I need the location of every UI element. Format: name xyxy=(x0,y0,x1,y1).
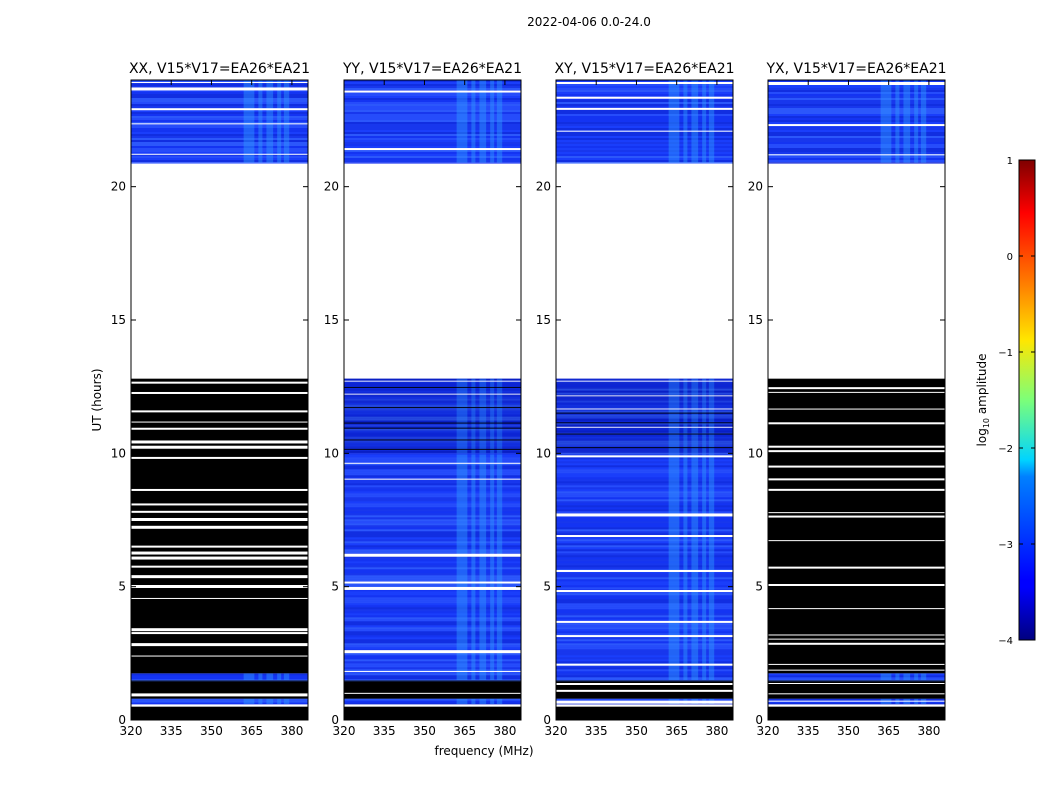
panel-title: YX, V15*V17=EA26*EA21 xyxy=(765,61,946,77)
x-axis-label: frequency (MHz) xyxy=(434,744,533,758)
noise-block xyxy=(131,698,308,705)
x-tick-label: 350 xyxy=(837,724,860,738)
x-tick-label: 350 xyxy=(413,724,436,738)
colorbar-ticks: 1 0 −1 −2 −3 −4 xyxy=(998,156,1035,647)
colorbar-gradient xyxy=(1018,159,1036,641)
y-tick-label: 20 xyxy=(748,180,763,194)
panel-2: YY, V15*V17=EA26*EA21 320 335 350 365 380 0 5 10… xyxy=(324,61,522,738)
colorbar: 1 0 −1 −2 −3 −4 log10 amplitude xyxy=(975,156,1036,647)
y-tick-label: 20 xyxy=(324,180,339,194)
figure-title: 2022-04-06 0.0-24.0 xyxy=(527,15,651,29)
x-tick-label: 335 xyxy=(373,724,396,738)
noise-block xyxy=(131,673,308,682)
panel-image xyxy=(131,80,308,720)
noise-block xyxy=(131,80,308,164)
x-tick-label: 320 xyxy=(333,724,356,738)
noise-block xyxy=(768,80,945,164)
mixed-block xyxy=(556,378,733,455)
x-tick-label: 365 xyxy=(665,724,688,738)
flagged-block xyxy=(556,706,733,720)
flagged-block xyxy=(344,680,521,699)
panel-frame xyxy=(555,79,734,721)
noise-block xyxy=(556,80,733,164)
y-tick-label: 10 xyxy=(536,446,551,460)
y-tick-label: 15 xyxy=(111,313,126,327)
colorbar-tick-label: −3 xyxy=(998,540,1013,551)
flagged-block xyxy=(556,680,733,699)
panel-image xyxy=(768,80,945,720)
flagged-block xyxy=(768,378,945,674)
colorbar-tick-label: −2 xyxy=(998,444,1013,455)
y-tick-label: 20 xyxy=(111,180,126,194)
y-tick-label: 15 xyxy=(324,313,339,327)
x-tick-label: 365 xyxy=(453,724,476,738)
panel-title: XX, V15*V17=EA26*EA21 xyxy=(129,61,310,77)
y-tick-label: 0 xyxy=(118,713,126,727)
noise-block xyxy=(768,698,945,705)
panel-frame xyxy=(130,79,309,721)
x-tick-label: 350 xyxy=(625,724,648,738)
flagged-block xyxy=(131,706,308,720)
panel-title: XY, V15*V17=EA26*EA21 xyxy=(554,61,734,77)
flagged-block xyxy=(768,706,945,720)
x-tick-label: 320 xyxy=(120,724,143,738)
y-tick-label: 20 xyxy=(536,180,551,194)
x-tick-label: 365 xyxy=(240,724,263,738)
noise-block xyxy=(344,453,521,682)
x-tick-label: 380 xyxy=(917,724,940,738)
y-tick-label: 5 xyxy=(543,580,551,594)
x-tick-label: 335 xyxy=(585,724,608,738)
panel-image xyxy=(344,80,521,720)
panel-1: XX, V15*V17=EA26*EA21 320 335 350 365 380 0 5 10… xyxy=(111,61,310,738)
panel-image xyxy=(556,80,733,720)
noise-block xyxy=(556,453,733,682)
x-tick-label: 380 xyxy=(493,724,516,738)
x-tick-label: 320 xyxy=(757,724,780,738)
x-tick-label: 350 xyxy=(200,724,223,738)
panel-title: YY, V15*V17=EA26*EA21 xyxy=(342,61,522,77)
colorbar-tick-label: 0 xyxy=(1007,252,1013,263)
y-tick-label: 15 xyxy=(748,313,763,327)
y-tick-label: 5 xyxy=(331,580,339,594)
x-tick-label: 320 xyxy=(545,724,568,738)
panel-frame xyxy=(343,79,522,721)
flagged-block xyxy=(768,680,945,699)
y-tick-label: 5 xyxy=(755,580,763,594)
noise-block xyxy=(768,673,945,682)
y-tick-label: 10 xyxy=(324,446,339,460)
panel-frame xyxy=(767,79,946,721)
flagged-block xyxy=(344,706,521,720)
y-tick-label: 15 xyxy=(536,313,551,327)
colorbar-tick-label: −4 xyxy=(998,636,1013,647)
x-tick-label: 335 xyxy=(160,724,183,738)
y-tick-label: 10 xyxy=(748,446,763,460)
x-tick-label: 365 xyxy=(877,724,900,738)
x-tick-label: 380 xyxy=(705,724,728,738)
colorbar-tick-label: −1 xyxy=(998,348,1013,359)
panel-4: YX, V15*V17=EA26*EA21 320 335 350 365 380 0 5 10… xyxy=(748,61,947,738)
x-tick-label: 380 xyxy=(280,724,303,738)
mixed-block xyxy=(344,378,521,455)
panels: XX, V15*V17=EA26*EA21 320 335 350 365 380 0 5 10… xyxy=(111,61,947,738)
y-tick-label: 0 xyxy=(755,713,763,727)
y-tick-label: 0 xyxy=(543,713,551,727)
colorbar-label: log10 amplitude xyxy=(975,354,991,447)
x-tick-label: 335 xyxy=(797,724,820,738)
y-tick-label: 5 xyxy=(118,580,126,594)
y-axis-label: UT (hours) xyxy=(90,368,104,431)
noise-block xyxy=(344,698,521,705)
noise-block xyxy=(556,698,733,705)
noise-block xyxy=(344,80,521,164)
colorbar-tick-label: 1 xyxy=(1007,156,1013,167)
y-tick-label: 0 xyxy=(331,713,339,727)
panel-3: XY, V15*V17=EA26*EA21 320 335 350 365 380 0 5 10… xyxy=(536,61,735,738)
y-tick-label: 10 xyxy=(111,446,126,460)
